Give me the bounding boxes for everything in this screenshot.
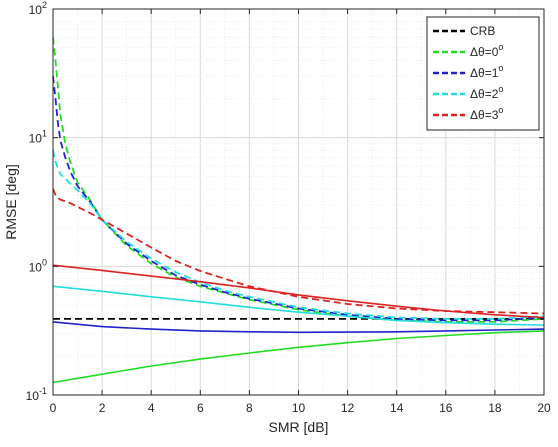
legend: CRB Δθ=0o Δθ=1o Δθ=2o Δθ=3o (426, 16, 540, 131)
series-line-5 (52, 188, 545, 315)
series-line-7 (52, 321, 545, 334)
y-axis-label: RMSE [deg] (3, 164, 19, 239)
x-tick-label: 16 (439, 401, 453, 415)
axis-ticks: 0 2 4 6 8 10 12 14 16 18 20 10-1 100 101 102 (26, 0, 551, 415)
x-axis-label: SMR [dB] (269, 419, 329, 435)
legend-label: CRB (470, 24, 495, 38)
x-tick-label: 18 (488, 401, 502, 415)
series-line-8 (52, 285, 545, 326)
grid (53, 9, 544, 395)
x-tick-label: 14 (390, 401, 404, 415)
x-tick-label: 4 (148, 401, 155, 415)
series-line-9 (52, 264, 545, 319)
series-layer (52, 37, 545, 384)
series-line-4 (52, 149, 545, 320)
x-tick-label: 2 (99, 401, 106, 415)
y-tick-label: 101 (29, 129, 47, 146)
x-tick-label: 10 (292, 401, 306, 415)
x-tick-label: 0 (50, 401, 57, 415)
legend-label: Δθ=2o (470, 84, 503, 101)
x-tick-label: 8 (246, 401, 253, 415)
legend-label: Δθ=3o (470, 105, 503, 122)
x-tick-label: 20 (537, 401, 551, 415)
y-tick-label: 102 (29, 0, 47, 17)
series-line-3 (52, 76, 545, 322)
x-tick-label: 12 (341, 401, 355, 415)
y-tick-label: 10-1 (26, 386, 47, 403)
legend-label: Δθ=0o (470, 42, 503, 59)
legend-label: Δθ=1o (470, 63, 503, 80)
series-line-6 (52, 330, 545, 384)
x-tick-label: 6 (197, 401, 204, 415)
y-tick-label: 100 (29, 257, 47, 274)
